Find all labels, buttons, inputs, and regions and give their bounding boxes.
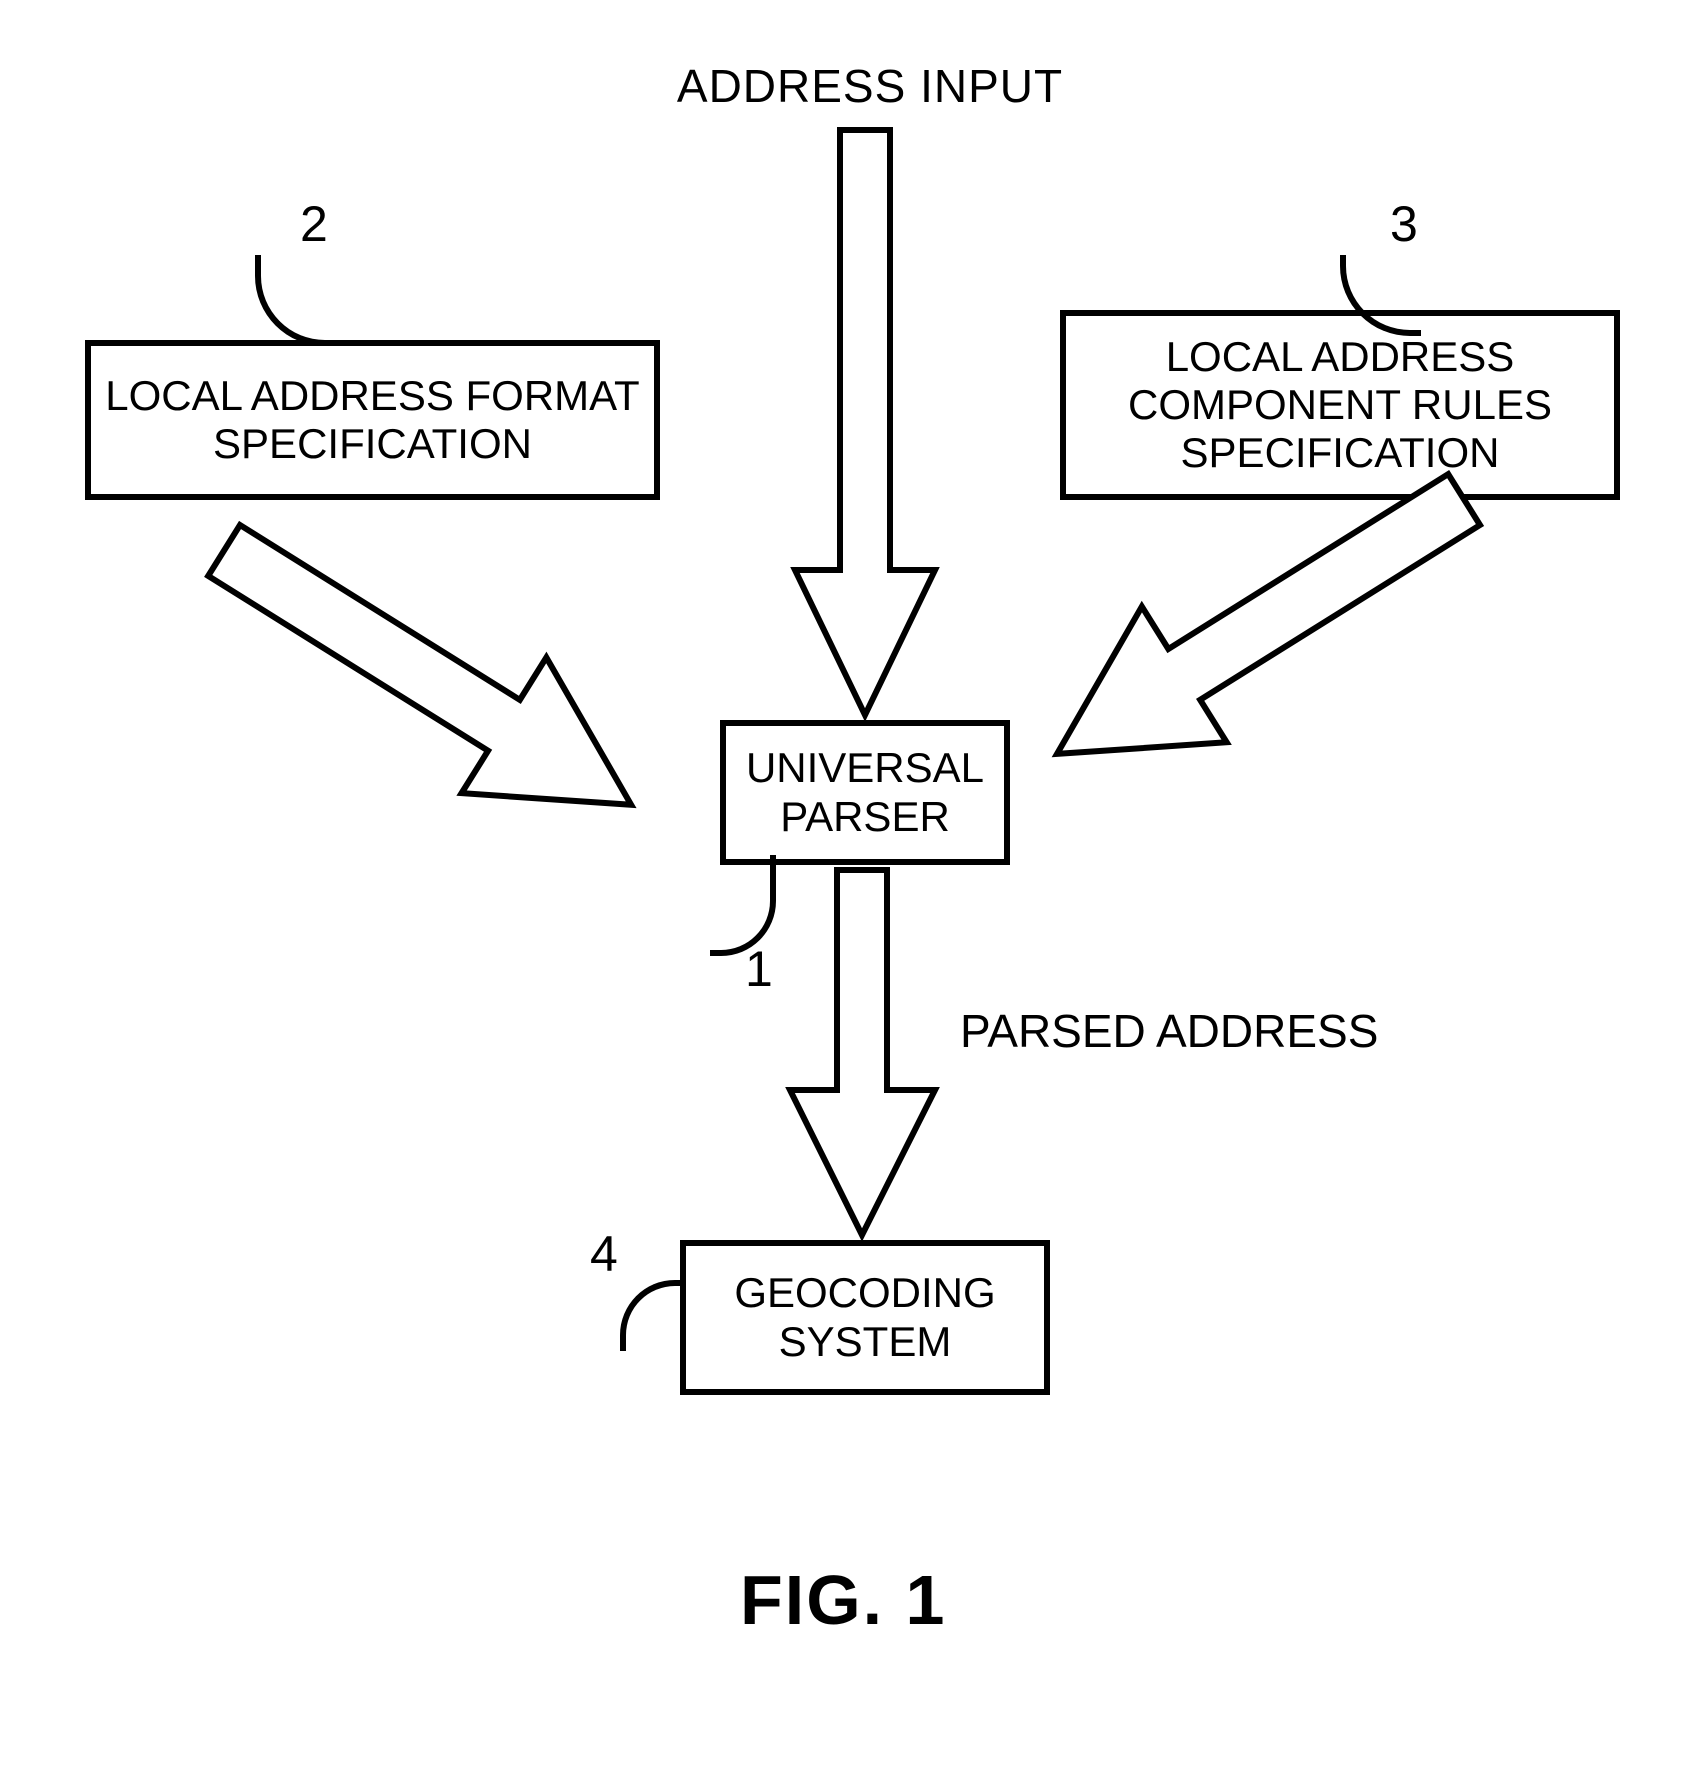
leader-2 [255,255,336,346]
ref-num-4: 4 [590,1225,618,1283]
arrow-address-input [795,130,935,720]
ref-num-2: 2 [300,195,328,253]
box-geocoding: GEOCODING SYSTEM [680,1240,1050,1395]
box-format-spec: LOCAL ADDRESS FORMAT SPECIFICATION [85,340,660,500]
leader-4 [620,1280,686,1351]
arrow-parsed-address [790,870,935,1240]
ref-num-3: 3 [1390,195,1418,253]
arrow-format-to-parser [220,505,720,825]
box-universal-parser: UNIVERSAL PARSER [720,720,1010,865]
box-rules-spec: LOCAL ADDRESS COMPONENT RULES SPECIFICAT… [1060,310,1620,500]
figure-canvas: ADDRESS INPUT 2 3 LOCAL ADDRESS FORMAT S… [0,0,1691,1776]
arrow-rules-to-parser [1000,505,1500,825]
figure-caption: FIG. 1 [740,1560,946,1640]
parsed-address-label: PARSED ADDRESS [960,1005,1410,1058]
address-input-label: ADDRESS INPUT [670,60,1070,113]
ref-num-1: 1 [745,940,773,998]
